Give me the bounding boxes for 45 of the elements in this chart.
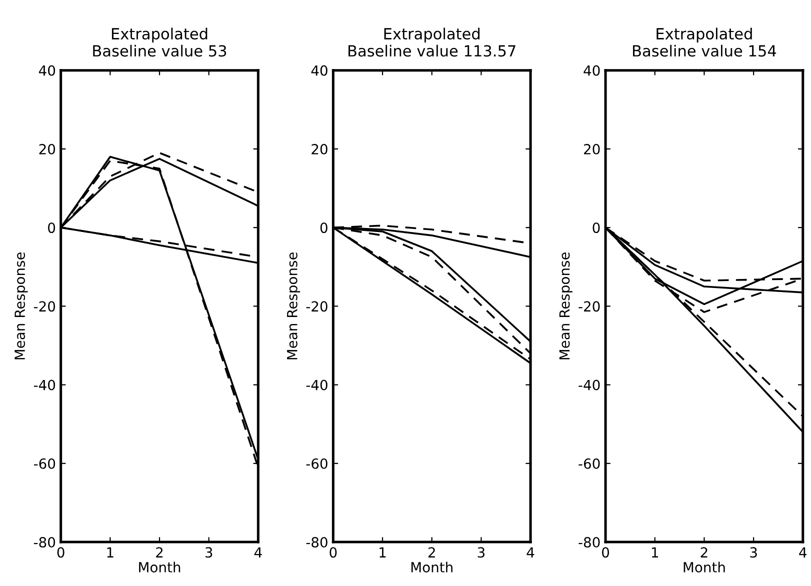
y-tick-label: -40 [578,380,600,390]
x-tick-label: 1 [652,547,658,558]
x-tick-label: 4 [254,547,262,558]
y-tick-label: 0 [48,222,56,234]
y-tick-label: -80 [34,537,56,548]
y-tick-label: 40 [38,65,56,76]
y-tick-label: -60 [34,458,56,469]
x-tick-label: 0 [602,547,610,558]
chart-title: Extrapolated Baseline value 113.57 [348,28,516,57]
y-tick-label: 20 [584,144,600,154]
y-tick-label: -80 [306,537,328,548]
y-tick-label: 0 [320,222,328,234]
x-tick-label: 1 [107,547,114,558]
x-tick-label: 4 [526,547,534,558]
y-tick-label: -40 [34,380,56,390]
x-tick-label: 4 [799,547,807,558]
y-axis-title: Mean Response [14,252,28,360]
x-tick-label: 2 [156,547,163,558]
y-tick-label: 0 [592,222,600,234]
y-tick-label: -60 [578,458,600,469]
y-tick-label: 20 [39,144,56,154]
y-tick-label: -60 [306,458,328,469]
x-tick-label: 3 [205,547,212,558]
x-tick-label: 3 [478,547,484,558]
x-axis-title: Month [684,562,725,572]
x-tick-label: 2 [700,547,708,558]
x-tick-label: 3 [750,547,757,558]
y-tick-label: -20 [34,301,56,312]
y-tick-label: -40 [306,380,328,390]
y-tick-label: 40 [311,65,328,76]
y-tick-label: 20 [312,144,328,154]
x-axis-title: Month [411,562,452,572]
y-tick-label: 40 [584,65,600,76]
chart-title: Extrapolated Baseline value 154 [633,28,776,57]
y-axis-title: Mean Response [559,252,572,360]
y-axis-title: Mean Response [287,252,300,360]
x-tick-label: 0 [57,547,64,558]
x-tick-label: 1 [380,547,386,558]
x-tick-label: 2 [428,547,435,558]
chart-title: Extrapolated Baseline value 53 [93,28,226,57]
x-tick-label: 0 [330,547,337,558]
y-tick-label: -20 [578,301,600,312]
y-tick-label: -80 [578,537,600,548]
y-tick-label: -20 [306,301,328,312]
x-axis-title: Month [139,562,180,572]
